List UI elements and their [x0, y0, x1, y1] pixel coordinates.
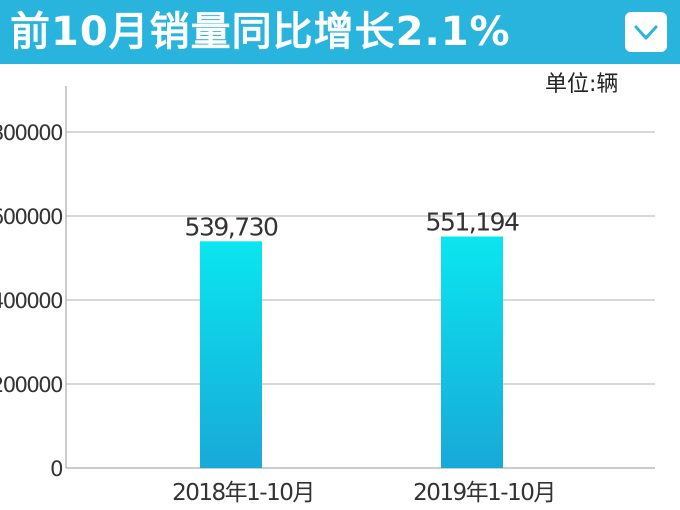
y-tick-label: 400000 [0, 289, 62, 313]
data-label: 551,194 [426, 207, 519, 236]
bar [200, 241, 262, 468]
y-tick-label: 800000 [0, 121, 62, 145]
y-tick-label: 600000 [0, 205, 62, 229]
data-label: 539,730 [185, 212, 278, 241]
x-tick-label: 2018年1-10月 [172, 480, 314, 506]
unit-label: 单位:辆 [545, 72, 619, 97]
y-tick-label: 0 [50, 457, 62, 481]
x-tick-label: 2019年1-10月 [413, 480, 555, 506]
title-banner: 前10月销量同比增长2.1% [0, 0, 680, 64]
y-tick-label: 200000 [0, 373, 62, 397]
chevron-down-icon [634, 25, 658, 40]
page-title: 前10月销量同比增长2.1% [10, 9, 511, 55]
expand-button[interactable] [625, 12, 667, 52]
bar [441, 236, 503, 468]
